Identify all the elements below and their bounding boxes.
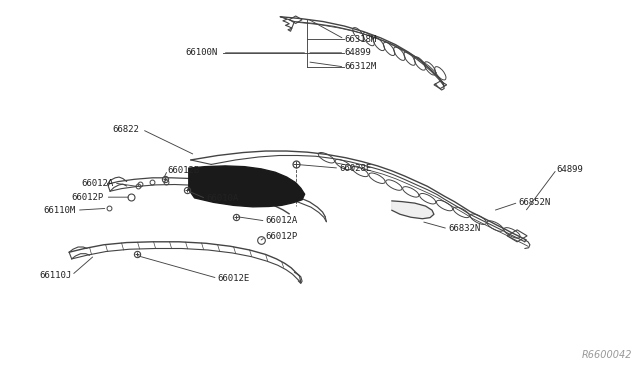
Polygon shape xyxy=(189,166,305,207)
Text: 66012A: 66012A xyxy=(82,179,114,187)
Text: 66012B: 66012B xyxy=(168,166,200,174)
Text: 66100N: 66100N xyxy=(186,48,218,57)
Text: 66110M: 66110M xyxy=(44,206,76,215)
Text: 66110J: 66110J xyxy=(40,271,72,280)
Text: 66822: 66822 xyxy=(113,125,140,134)
Text: 66012P: 66012P xyxy=(72,193,104,202)
Polygon shape xyxy=(392,201,434,219)
Text: 66028E: 66028E xyxy=(339,164,371,173)
Text: 66012A: 66012A xyxy=(266,217,298,225)
Text: 66312M: 66312M xyxy=(344,62,376,71)
Text: 66010A: 66010A xyxy=(206,194,238,203)
Text: 66318M: 66318M xyxy=(344,35,376,44)
Text: R6600042: R6600042 xyxy=(582,350,632,360)
Text: 64899: 64899 xyxy=(557,165,584,174)
Text: 66832N: 66832N xyxy=(448,224,480,233)
Text: 66012P: 66012P xyxy=(266,232,298,241)
Text: 66012E: 66012E xyxy=(218,274,250,283)
Text: 66852N: 66852N xyxy=(518,198,550,207)
Text: 64899: 64899 xyxy=(344,48,371,57)
